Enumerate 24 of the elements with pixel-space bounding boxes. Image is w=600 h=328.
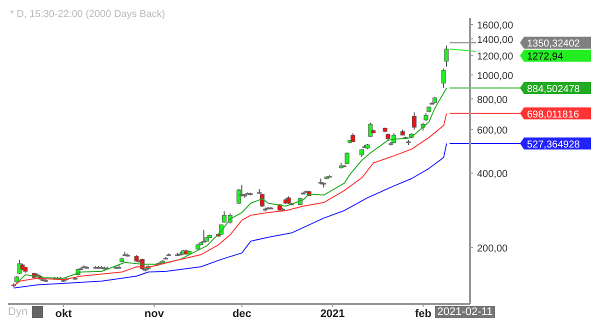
y-tick-label: 600,00 [477, 126, 508, 137]
x-tick-label: nov [144, 308, 165, 320]
candlestick [441, 68, 446, 88]
y-tick-label: 200,00 [477, 243, 508, 254]
annotation: 698,011816 [527, 109, 580, 120]
annotation: 527,364928 [527, 139, 580, 150]
candlestick [412, 112, 417, 130]
y-tick-label: 1200,00 [477, 51, 514, 62]
y-tick-label: 400,00 [477, 169, 508, 180]
candlestick [260, 193, 264, 208]
x-tick-label: 2021 [320, 308, 345, 320]
y-tick-label: 800,00 [477, 94, 508, 106]
text: 2021-02-11 [435, 306, 495, 318]
y-tick-label: 1000,00 [477, 70, 514, 82]
x-tick-label: dec [232, 308, 252, 320]
text: Dyn [8, 306, 28, 318]
x-tick-label: okt [55, 308, 72, 320]
annotation: 884,502478 [527, 84, 580, 96]
y-tick-label: 1600,00 [477, 20, 514, 32]
annotation: 1350,32402 [527, 38, 580, 50]
x-tick-label: feb [414, 308, 432, 320]
annotation: 1272,94 [527, 52, 564, 63]
y-tick-label: 1400,00 [477, 34, 514, 46]
chart-title: * D, 15:30-22:00 (2000 Days Back) [10, 9, 166, 20]
